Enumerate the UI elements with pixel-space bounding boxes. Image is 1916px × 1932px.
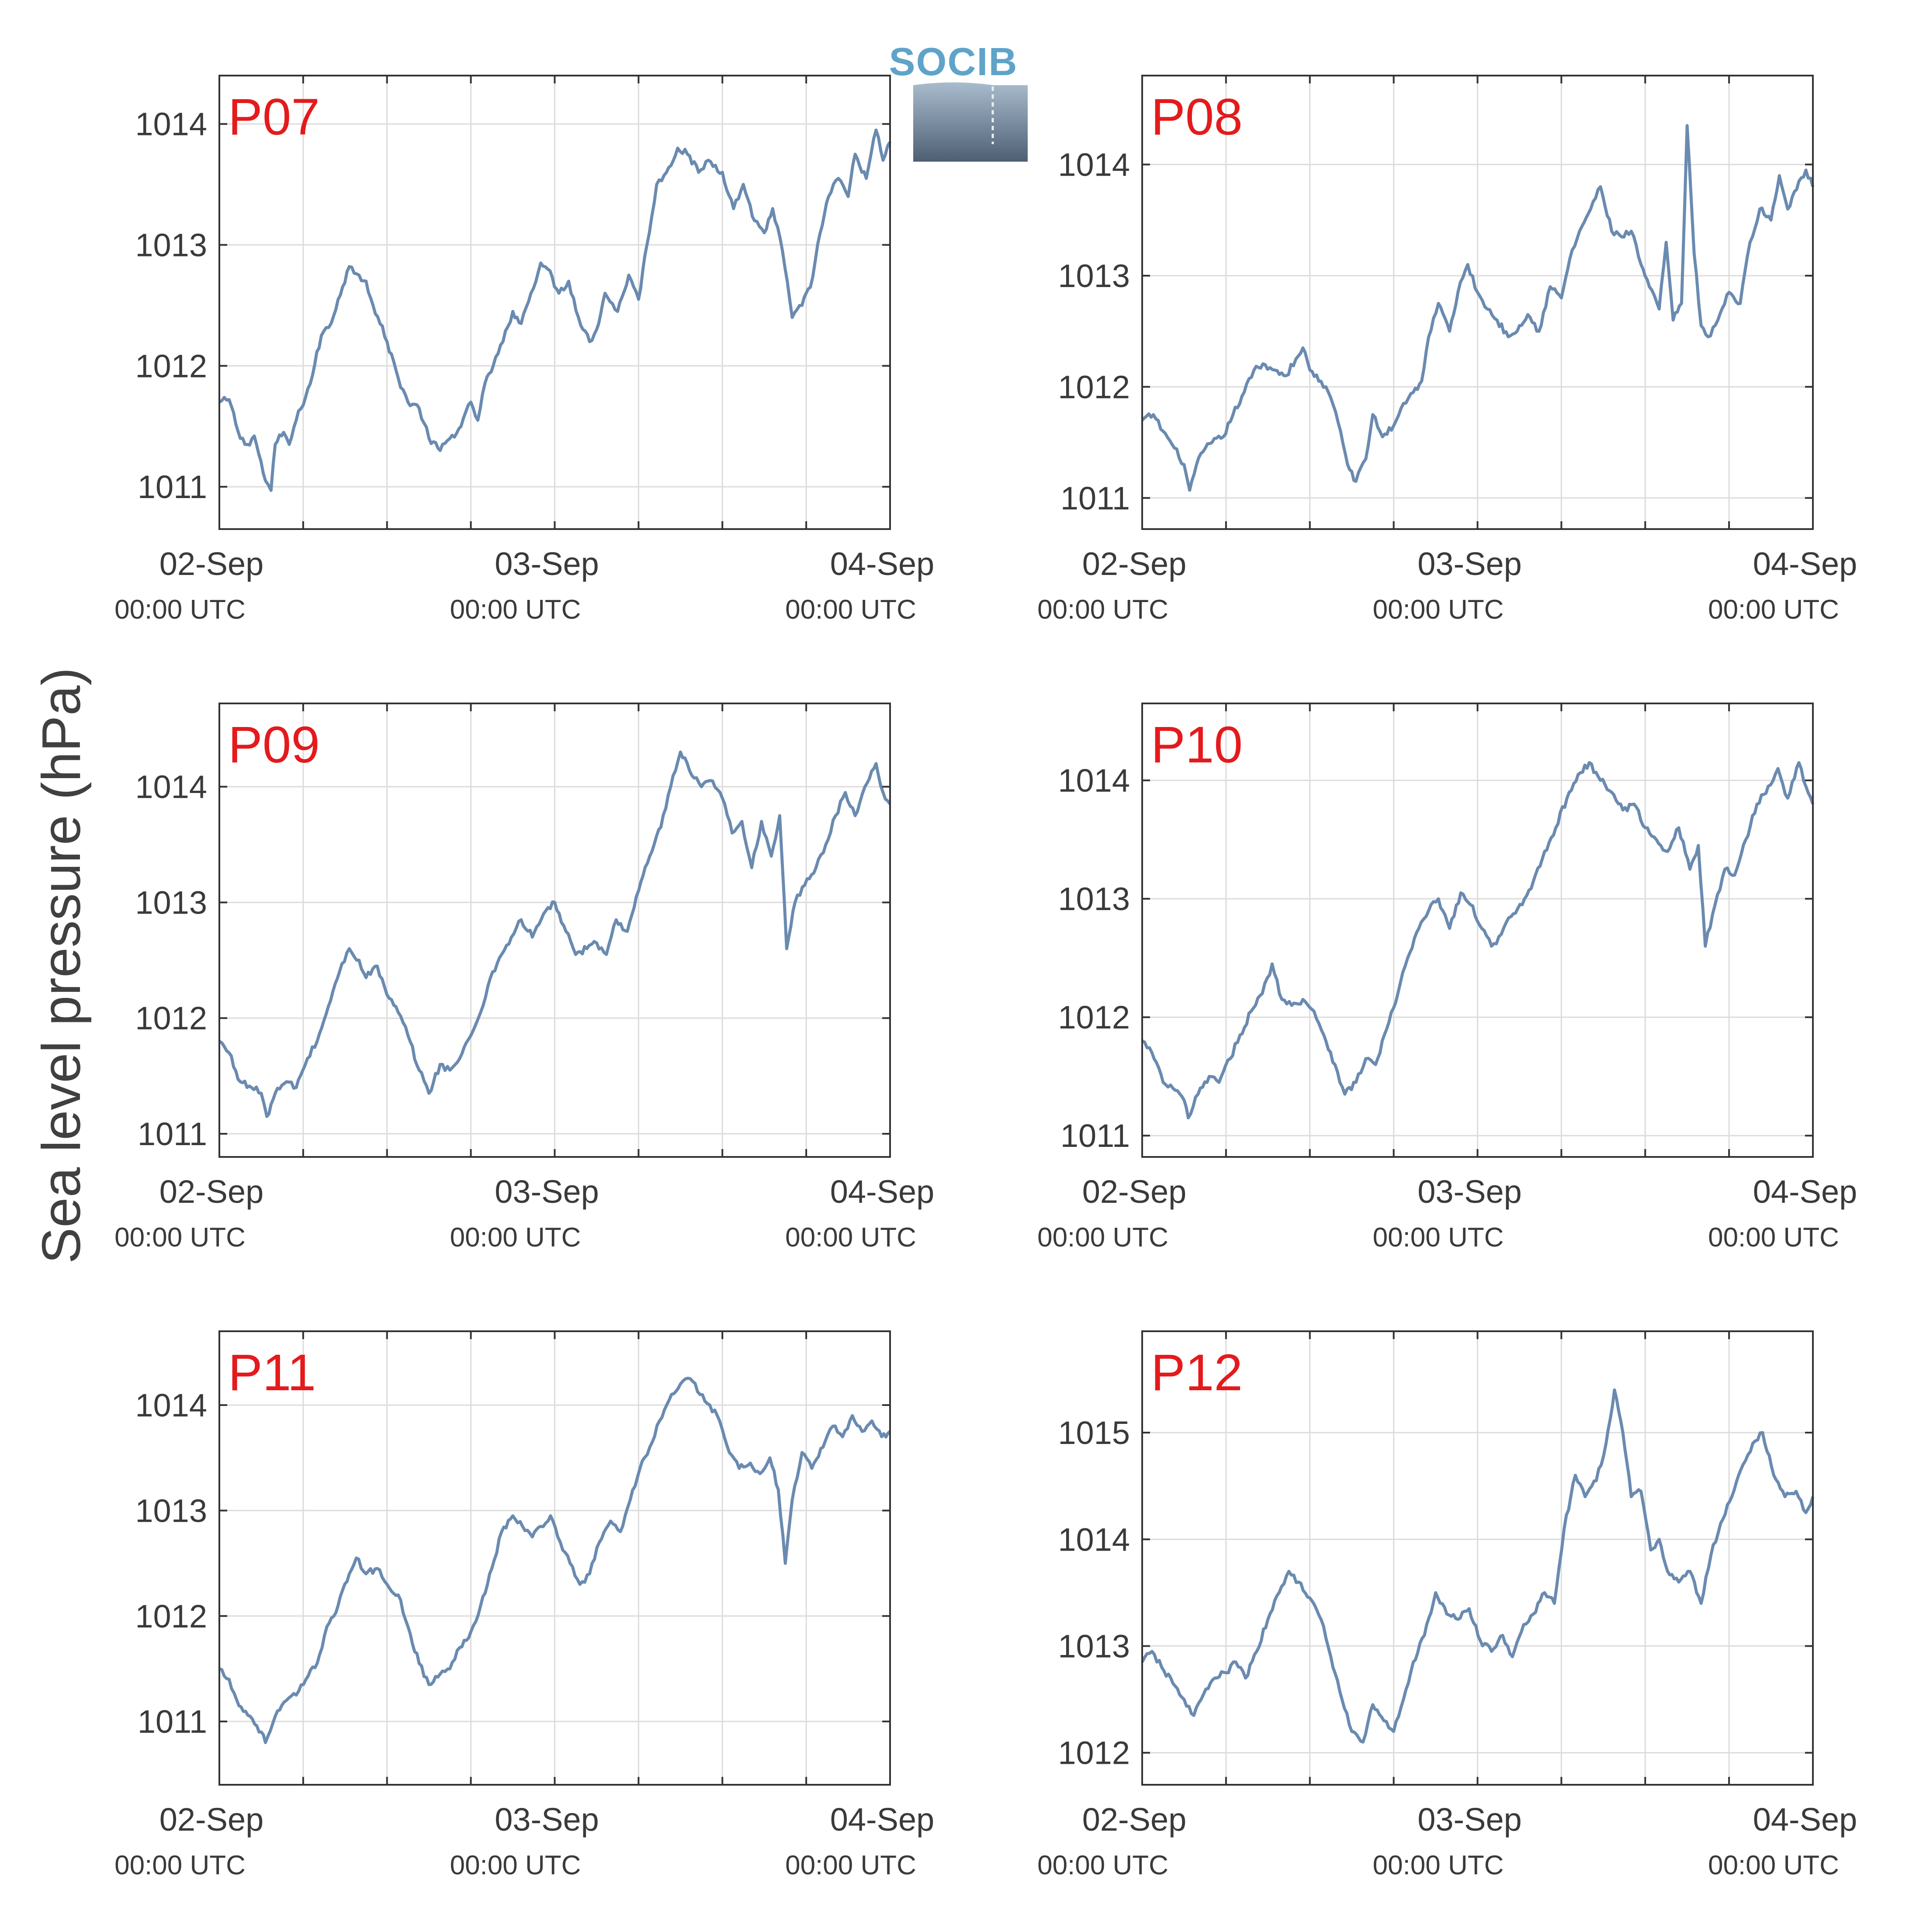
- station-label: P09: [228, 716, 320, 774]
- y-tick-label: 1012: [1058, 999, 1130, 1035]
- x-tick-label-date: 04-Sep: [830, 546, 935, 582]
- x-tick-label-time: 00:00 UTC: [114, 1850, 246, 1880]
- x-tick-label-date: 04-Sep: [1753, 546, 1857, 582]
- y-tick-label: 1013: [1058, 881, 1130, 917]
- y-tick-label: 1011: [138, 469, 207, 505]
- panel-p08: 1011 1012 1013 1014 02-Sep 00:00 UTC 03-Sep 00:…: [1037, 75, 1857, 625]
- x-tick-label-date: 02-Sep: [159, 546, 264, 582]
- station-label: P08: [1151, 88, 1243, 146]
- x-tick-label-time: 00:00 UTC: [450, 1222, 581, 1253]
- y-tick-label: 1012: [1058, 1735, 1130, 1771]
- x-tick-label-date: 04-Sep: [830, 1801, 935, 1838]
- logo-text: SOCIB: [889, 40, 1018, 84]
- x-tick-label-date: 02-Sep: [1082, 1801, 1187, 1838]
- panel-p09: 1011 1012 1013 1014 02-Sep 00:00 UTC 03-Sep 00:…: [114, 703, 934, 1253]
- x-tick-label-time: 00:00 UTC: [785, 1850, 916, 1880]
- figure-ylabel: Sea level pressure (hPa): [31, 668, 92, 1264]
- y-tick-label: 1012: [135, 348, 207, 384]
- x-tick-label-time: 00:00 UTC: [1037, 1850, 1168, 1880]
- y-tick-label: 1013: [135, 1492, 207, 1529]
- x-tick-label-date: 04-Sep: [1753, 1174, 1857, 1210]
- station-label: P07: [228, 88, 320, 146]
- x-tick-label-time: 00:00 UTC: [1037, 595, 1168, 625]
- x-tick-label-time: 00:00 UTC: [1708, 1850, 1839, 1880]
- series-line-p08: [1141, 124, 1815, 492]
- x-tick-label-date: 03-Sep: [495, 1801, 599, 1838]
- panel-p07: 1011 1012 1013 1014 02-Sep 00:00 UTC 03-Sep 00:…: [114, 75, 935, 625]
- x-tick-label-time: 00:00 UTC: [1037, 1222, 1168, 1253]
- x-tick-label-date: 02-Sep: [159, 1174, 264, 1210]
- panel-p11: 1011 1012 1013 1014 02-Sep 00:00 UTC 03-Sep 00:…: [114, 1330, 935, 1880]
- socib-logo: SOCIB: [889, 40, 1028, 162]
- x-tick-label-date: 03-Sep: [1417, 1801, 1522, 1838]
- x-tick-label-time: 00:00 UTC: [114, 595, 246, 625]
- y-tick-label: 1012: [135, 1000, 207, 1036]
- y-tick-label: 1011: [1060, 480, 1130, 516]
- x-tick-label-time: 00:00 UTC: [114, 1222, 246, 1253]
- y-tick-label: 1014: [135, 106, 207, 142]
- x-tick-label-date: 04-Sep: [1753, 1801, 1857, 1838]
- series-line-p10: [1141, 761, 1815, 1120]
- x-tick-label-date: 02-Sep: [159, 1801, 264, 1838]
- y-tick-label: 1013: [135, 227, 207, 263]
- x-tick-label-date: 04-Sep: [830, 1174, 935, 1210]
- x-tick-label-date: 03-Sep: [495, 546, 599, 582]
- station-label: P12: [1151, 1344, 1243, 1402]
- series-line-p09: [218, 750, 891, 1118]
- y-tick-label: 1012: [135, 1598, 207, 1634]
- x-tick-label-date: 03-Sep: [1417, 1174, 1522, 1210]
- panel-p10: 1011 1012 1013 1014 02-Sep 00:00 UTC 03-Sep 00:…: [1037, 703, 1857, 1253]
- panel-p12: 1012 1013 1014 1015 02-Sep 00:00 UTC 03-Sep 00:…: [1037, 1330, 1857, 1880]
- y-tick-label: 1014: [1058, 147, 1130, 183]
- x-tick-label-time: 00:00 UTC: [1708, 1222, 1839, 1253]
- x-tick-label-time: 00:00 UTC: [1708, 595, 1839, 625]
- y-tick-label: 1011: [138, 1116, 207, 1152]
- y-tick-label: 1014: [1058, 1521, 1130, 1558]
- y-tick-label: 1013: [1058, 258, 1130, 294]
- x-tick-label-time: 00:00 UTC: [785, 595, 916, 625]
- x-tick-label-time: 00:00 UTC: [1373, 1222, 1504, 1253]
- series-line-p12: [1140, 1388, 1815, 1744]
- x-tick-label-time: 00:00 UTC: [450, 595, 581, 625]
- y-tick-label: 1011: [1060, 1118, 1130, 1154]
- panels: 1011 1012 1013 1014 02-Sep 00:00 UTC 03-Sep 00:…: [114, 75, 1857, 1880]
- y-tick-label: 1012: [1058, 369, 1130, 405]
- y-tick-label: 1014: [1058, 762, 1130, 799]
- station-label: P10: [1151, 716, 1243, 774]
- x-tick-label-date: 02-Sep: [1082, 546, 1187, 582]
- x-tick-label-date: 02-Sep: [1082, 1174, 1187, 1210]
- series-line-p07: [218, 128, 891, 492]
- x-tick-label-time: 00:00 UTC: [450, 1850, 581, 1880]
- x-tick-label-date: 03-Sep: [495, 1174, 599, 1210]
- y-tick-label: 1013: [1058, 1628, 1130, 1664]
- station-label: P11: [228, 1344, 316, 1402]
- x-tick-label-time: 00:00 UTC: [1373, 1850, 1504, 1880]
- y-tick-label: 1014: [135, 769, 207, 805]
- x-tick-label-time: 00:00 UTC: [785, 1222, 916, 1253]
- y-tick-label: 1014: [135, 1387, 207, 1423]
- x-tick-label-date: 03-Sep: [1417, 546, 1522, 582]
- series-line-p11: [218, 1377, 891, 1744]
- y-tick-label: 1013: [135, 884, 207, 921]
- y-tick-label: 1011: [138, 1703, 207, 1740]
- x-tick-label-time: 00:00 UTC: [1373, 595, 1504, 625]
- y-tick-label: 1015: [1058, 1415, 1130, 1451]
